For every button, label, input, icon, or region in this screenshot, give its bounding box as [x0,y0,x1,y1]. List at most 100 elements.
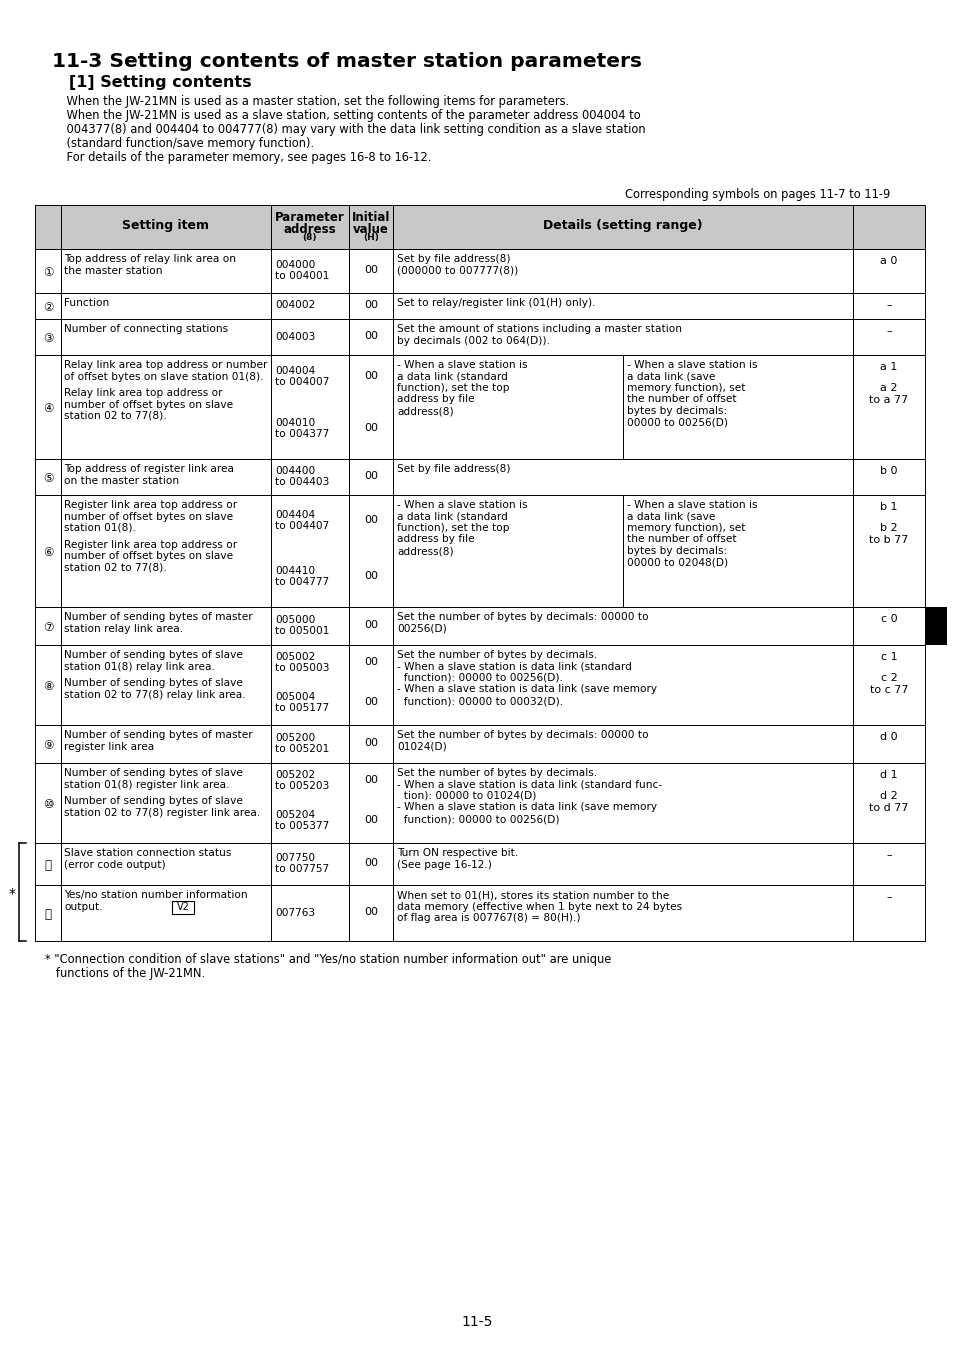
Bar [349,763,393,843]
Text: 004377(8) and 004404 to 004777(8) may vary with the data link setting condition : 004377(8) and 004404 to 004777(8) may va… [52,123,645,136]
Text: station 02 to 77(8) relay link area.: station 02 to 77(8) relay link area. [64,689,245,700]
Text: to 004007: to 004007 [274,377,329,386]
Text: 004004: 004004 [274,366,314,376]
Text: [1] Setting contents: [1] Setting contents [52,76,252,91]
Text: Set to relay/register link (01(H) only).: Set to relay/register link (01(H) only). [396,299,595,308]
Bar [393,494,622,607]
Text: Setting item: Setting item [122,219,210,232]
Bar [393,885,852,942]
Bar [393,205,852,249]
Text: a data link (standard: a data link (standard [396,512,507,521]
Text: function): 00000 to 00032(D).: function): 00000 to 00032(D). [396,696,562,707]
Text: to 005177: to 005177 [274,703,329,713]
Text: Turn ON respective bit.: Turn ON respective bit. [396,848,517,858]
Bar [61,763,271,843]
Bar [393,725,852,763]
Text: function), set the top: function), set the top [396,523,509,534]
Bar [852,293,924,319]
Text: d 1: d 1 [880,770,897,780]
Bar [349,319,393,355]
Bar [393,459,852,494]
Text: d 2: d 2 [880,790,897,801]
Text: Number of sending bytes of slave: Number of sending bytes of slave [64,650,243,661]
Bar [271,607,349,644]
Bar [61,494,271,607]
Text: Relay link area top address or number: Relay link area top address or number [64,359,267,370]
Bar [35,607,61,644]
Text: function), set the top: function), set the top [396,382,509,393]
Text: to 004001: to 004001 [274,272,329,281]
Text: a data link (save: a data link (save [626,512,715,521]
Text: a 1: a 1 [880,362,897,372]
Text: ⑥: ⑥ [43,546,53,559]
Text: Slave station connection status: Slave station connection status [64,848,232,858]
Bar [393,249,852,293]
Text: 00: 00 [364,697,377,707]
Text: (See page 16-12.): (See page 16-12.) [396,859,492,870]
Bar [35,459,61,494]
Bar [172,901,193,913]
Text: 004404: 004404 [274,509,314,520]
Text: b 2: b 2 [880,523,897,534]
Bar [393,644,852,725]
Bar [393,319,852,355]
Bar [852,249,924,293]
Text: Number of sending bytes of master: Number of sending bytes of master [64,730,253,740]
Text: 00: 00 [364,515,377,524]
Text: ⑤: ⑤ [43,471,53,485]
Text: 00: 00 [364,815,377,824]
Text: 004010: 004010 [274,417,314,428]
Text: address: address [283,223,336,236]
Bar [271,293,349,319]
Text: c 0: c 0 [880,613,897,624]
Text: Top address of register link area: Top address of register link area [64,463,233,474]
Bar [61,607,271,644]
Text: station relay link area.: station relay link area. [64,624,183,634]
Text: (8): (8) [302,232,317,242]
Bar [349,494,393,607]
Bar [852,319,924,355]
Text: (000000 to 007777(8)): (000000 to 007777(8)) [396,266,517,276]
Text: ②: ② [43,301,53,313]
Text: 11-5: 11-5 [461,1315,492,1329]
Text: 00: 00 [364,738,377,748]
Text: of offset bytes on slave station 01(8).: of offset bytes on slave station 01(8). [64,372,263,381]
Bar [349,843,393,885]
Bar [61,843,271,885]
Text: 007763: 007763 [274,908,314,917]
Bar [35,494,61,607]
Bar [35,319,61,355]
Text: to 005003: to 005003 [274,663,329,673]
Text: *: * [9,888,15,901]
Text: address by file: address by file [396,394,475,404]
Bar [852,725,924,763]
Text: 005204: 005204 [274,809,314,820]
Text: (H): (H) [363,232,378,242]
Text: c 2: c 2 [880,673,897,684]
Bar [61,319,271,355]
Text: ⑩: ⑩ [43,798,53,811]
Text: Set by file address(8): Set by file address(8) [396,254,510,263]
Text: number of offset bytes on slave: number of offset bytes on slave [64,551,233,561]
Text: When the JW-21MN is used as a master station, set the following items for parame: When the JW-21MN is used as a master sta… [52,95,569,108]
Text: Number of sending bytes of slave: Number of sending bytes of slave [64,796,243,807]
Bar [271,763,349,843]
Text: (standard function/save memory function).: (standard function/save memory function)… [52,136,314,150]
Text: Register link area top address or: Register link area top address or [64,500,237,509]
Text: the number of offset: the number of offset [626,394,736,404]
Bar [852,355,924,459]
Bar [61,644,271,725]
Text: 00: 00 [364,571,377,581]
Text: When the JW-21MN is used as a slave station, setting contents of the parameter a: When the JW-21MN is used as a slave stat… [52,109,640,122]
Text: station 02 to 77(8).: station 02 to 77(8). [64,562,167,573]
Text: Number of connecting stations: Number of connecting stations [64,324,228,334]
Text: to 007757: to 007757 [274,865,329,874]
Bar [35,644,61,725]
Bar [35,843,61,885]
Text: c 1: c 1 [880,653,897,662]
Bar [349,725,393,763]
Text: data memory (effective when 1 byte next to 24 bytes: data memory (effective when 1 byte next … [396,901,681,912]
Text: - When a slave station is: - When a slave station is [396,500,527,509]
Bar [349,459,393,494]
Bar [349,607,393,644]
